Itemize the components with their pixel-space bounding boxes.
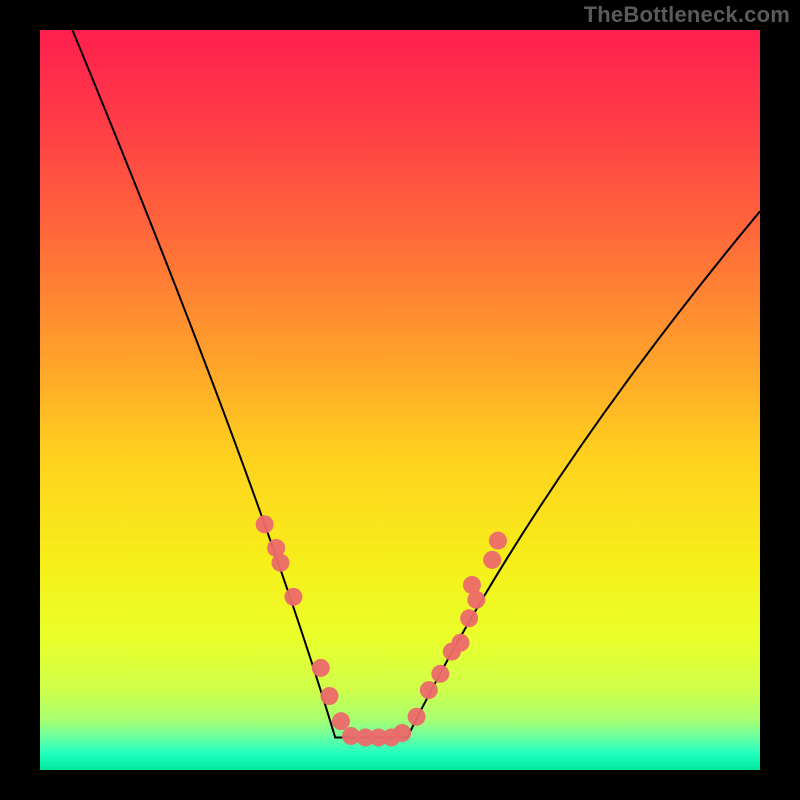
attribution-text: TheBottleneck.com (584, 2, 790, 28)
data-point (284, 588, 302, 606)
data-point (408, 708, 426, 726)
data-point (320, 687, 338, 705)
data-point (460, 609, 478, 627)
data-point (483, 551, 501, 569)
data-point (463, 576, 481, 594)
data-point (451, 634, 469, 652)
data-point (332, 712, 350, 730)
data-point (489, 532, 507, 550)
data-point (271, 554, 289, 572)
chart-stage: TheBottleneck.com (0, 0, 800, 800)
data-point (393, 724, 411, 742)
gradient-background (40, 30, 760, 770)
data-point (431, 665, 449, 683)
bottleneck-chart (40, 30, 760, 770)
data-point (312, 659, 330, 677)
data-point (256, 515, 274, 533)
data-point (420, 681, 438, 699)
